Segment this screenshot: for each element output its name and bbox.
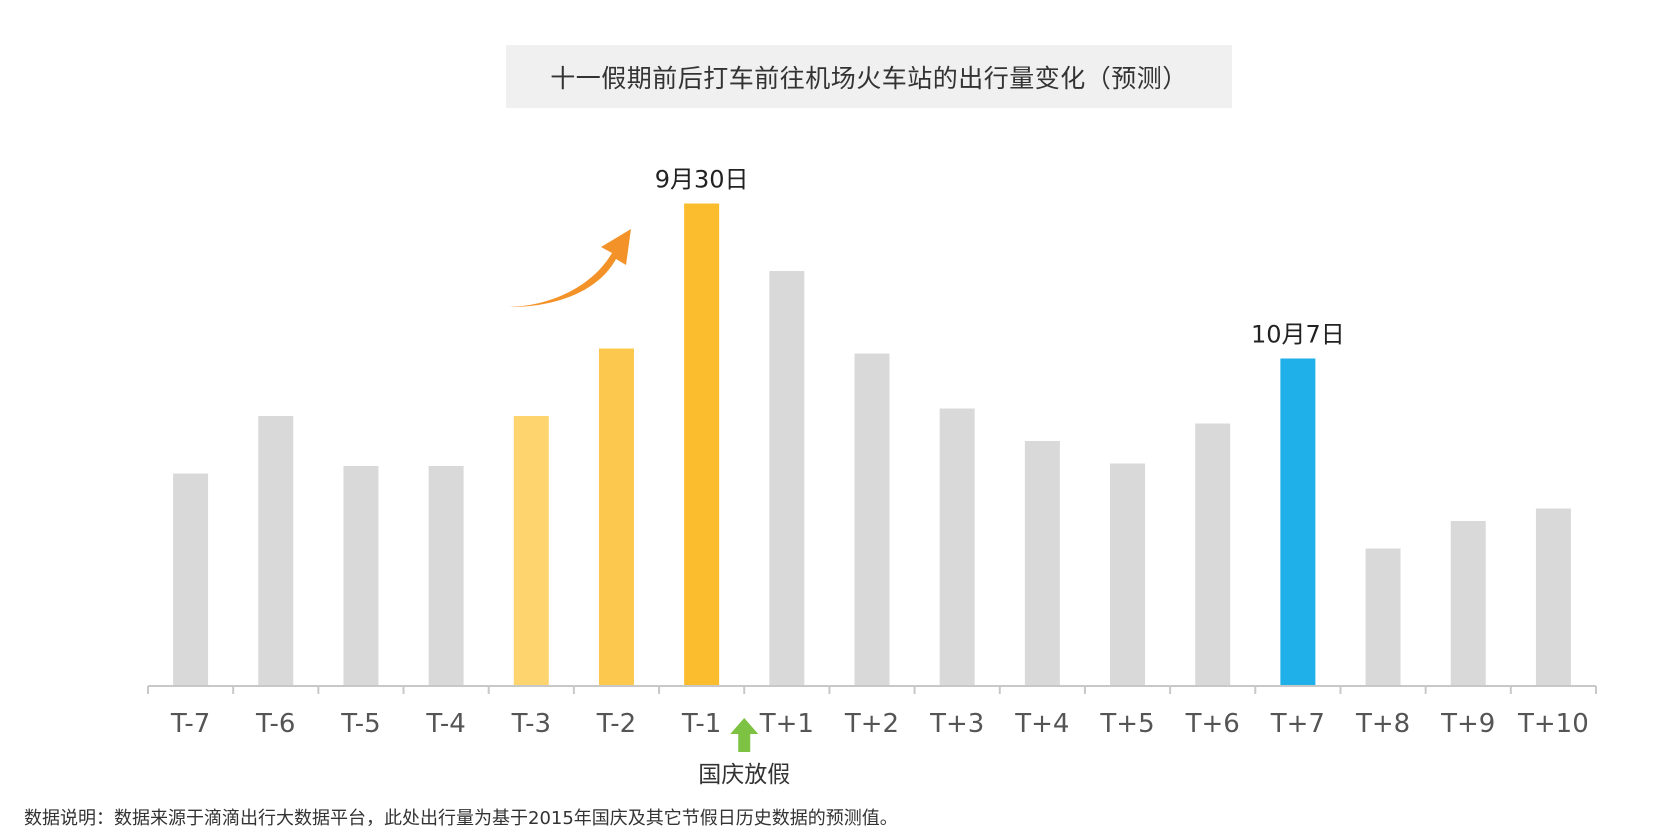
bar-T+6 bbox=[1195, 423, 1231, 686]
x-tick-label: T-7 bbox=[170, 709, 210, 739]
bar-T+8 bbox=[1365, 548, 1401, 686]
x-tick-label: T+5 bbox=[1099, 709, 1154, 739]
x-tick-label: T+4 bbox=[1014, 709, 1069, 739]
x-tick-label: T-3 bbox=[511, 709, 551, 739]
x-tick-label: T-2 bbox=[596, 709, 636, 739]
x-tick-label: T-6 bbox=[255, 709, 295, 739]
bar-T-2 bbox=[598, 348, 634, 686]
bar-T+3 bbox=[939, 408, 975, 686]
chart-title-box: 十一假期前后打车前往机场火车站的出行量变化（预测） bbox=[506, 45, 1232, 108]
bar-annotation: 10月7日 bbox=[1251, 321, 1345, 349]
bar-T+9 bbox=[1450, 521, 1486, 686]
bar-T-1 bbox=[684, 203, 720, 686]
bar-T+1 bbox=[769, 271, 805, 686]
x-tick-label: T-4 bbox=[425, 709, 465, 739]
bar-T-7 bbox=[173, 473, 209, 686]
x-tick-label: T+2 bbox=[844, 709, 899, 739]
x-tick-label: T+9 bbox=[1440, 709, 1495, 739]
x-tick-label: T+7 bbox=[1270, 709, 1325, 739]
x-tick-label: T+1 bbox=[759, 709, 814, 739]
bar-T+7 bbox=[1280, 358, 1316, 686]
chart-title: 十一假期前后打车前往机场火车站的出行量变化（预测） bbox=[550, 63, 1188, 93]
bar-T+10 bbox=[1535, 508, 1571, 686]
bar-T+2 bbox=[854, 353, 890, 686]
bar-T-5 bbox=[343, 466, 379, 686]
bar-T-4 bbox=[428, 466, 464, 686]
bar-T-6 bbox=[258, 416, 294, 686]
x-tick-label: T+8 bbox=[1355, 709, 1410, 739]
x-tick-label: T-1 bbox=[681, 709, 721, 739]
bar-T-3 bbox=[513, 416, 549, 686]
x-tick-label: T+3 bbox=[929, 709, 984, 739]
holiday-up-arrow-icon bbox=[730, 718, 759, 752]
x-tick-label: T+10 bbox=[1517, 709, 1589, 739]
x-tick-label: T+6 bbox=[1185, 709, 1240, 739]
bar-T+4 bbox=[1024, 441, 1060, 686]
bar-annotation: 9月30日 bbox=[655, 166, 749, 194]
data-footnote: 数据说明：数据来源于滴滴出行大数据平台，此处出行量为基于2015年国庆及其它节假… bbox=[24, 808, 898, 829]
trend-arrow-icon bbox=[506, 229, 631, 308]
bar-T+5 bbox=[1110, 463, 1146, 686]
x-tick-label: T-5 bbox=[340, 709, 380, 739]
holiday-label: 国庆放假 bbox=[698, 762, 790, 788]
